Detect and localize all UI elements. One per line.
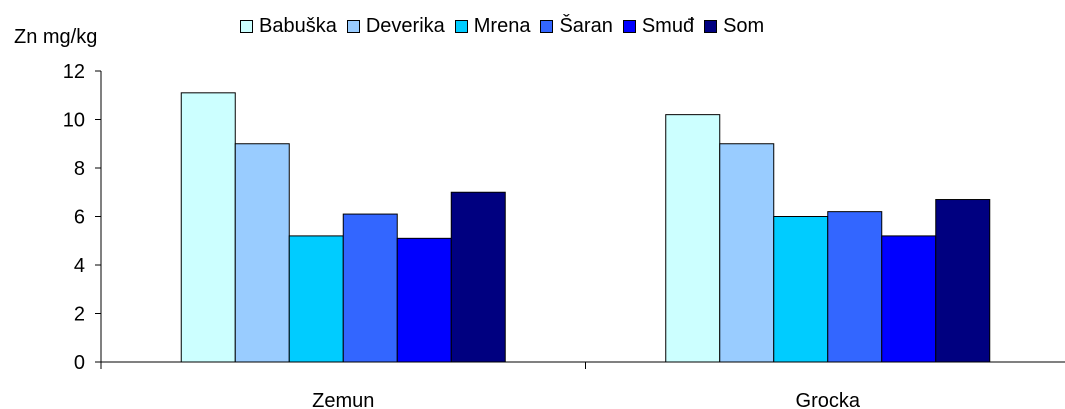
bar bbox=[935, 199, 991, 363]
legend-item: Babuška bbox=[240, 15, 337, 38]
legend-label: Som bbox=[723, 15, 765, 37]
y-tick-label: 4 bbox=[74, 255, 85, 277]
x-category-label: Grocka bbox=[796, 390, 861, 409]
bar bbox=[180, 92, 236, 363]
legend-item: Mrena bbox=[454, 15, 531, 38]
legend-item: Som bbox=[704, 15, 764, 38]
bar bbox=[234, 143, 290, 363]
legend-swatch bbox=[622, 20, 636, 33]
legend-label: Deverika bbox=[365, 15, 445, 37]
legend-label: Mrena bbox=[473, 15, 531, 37]
y-tick-label: 6 bbox=[74, 207, 85, 229]
y-tick-label: 0 bbox=[74, 352, 85, 374]
y-tick-label: 10 bbox=[63, 110, 85, 132]
bar bbox=[719, 143, 775, 363]
legend-label: Šaran bbox=[559, 15, 613, 37]
legend-label: Smuđ bbox=[641, 15, 695, 37]
legend: Babuška Deverika Mrena Šaran Smuđ Som bbox=[240, 15, 774, 38]
legend-item: Šaran bbox=[540, 15, 613, 38]
bar bbox=[450, 191, 506, 363]
y-axis-label: Zn mg/kg bbox=[14, 26, 98, 48]
legend-label: Babuška bbox=[259, 15, 337, 37]
bar bbox=[881, 235, 937, 363]
y-tick-label: 12 bbox=[63, 61, 85, 83]
bar bbox=[773, 216, 829, 363]
y-tick-label: 8 bbox=[74, 158, 85, 180]
bar bbox=[396, 237, 452, 363]
legend-item: Smuđ bbox=[622, 15, 695, 38]
bar bbox=[665, 114, 721, 363]
legend-swatch bbox=[540, 20, 554, 33]
legend-swatch bbox=[346, 20, 360, 33]
x-category-label: Zemun bbox=[312, 390, 374, 409]
legend-swatch bbox=[240, 20, 253, 33]
bar bbox=[288, 235, 344, 363]
legend-swatch bbox=[454, 20, 468, 33]
legend-swatch bbox=[704, 20, 718, 33]
bar bbox=[342, 213, 398, 363]
bar bbox=[827, 211, 883, 363]
y-tick-label: 2 bbox=[74, 304, 85, 326]
legend-item: Deverika bbox=[346, 15, 445, 38]
